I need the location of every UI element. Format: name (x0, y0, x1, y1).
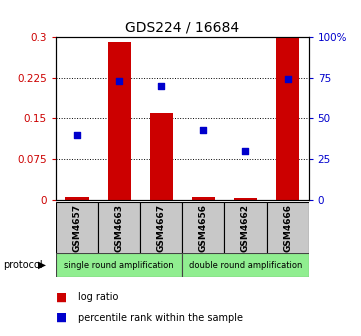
Text: GSM4667: GSM4667 (157, 204, 166, 252)
Text: ■: ■ (56, 311, 67, 324)
Point (243, 149, 248, 154)
Point (200, 127, 206, 132)
Bar (266, 202, 309, 254)
Text: ■: ■ (56, 291, 67, 304)
Text: GSM4656: GSM4656 (199, 204, 208, 252)
Text: percentile rank within the sample: percentile rank within the sample (78, 312, 243, 323)
Bar (225, 202, 266, 254)
Bar (234, 198, 257, 200)
Text: protocol: protocol (4, 260, 43, 270)
Text: GSM4663: GSM4663 (115, 204, 123, 252)
Bar (98, 202, 140, 254)
Point (158, 83, 164, 88)
Bar (56, 253, 182, 277)
Bar (65, 197, 88, 200)
Text: log ratio: log ratio (78, 292, 118, 302)
Bar (56, 202, 98, 254)
Bar (140, 202, 182, 254)
Point (74, 132, 80, 137)
Text: single round amplification: single round amplification (64, 261, 174, 269)
Bar (192, 197, 215, 200)
Text: GSM4657: GSM4657 (73, 204, 82, 252)
Text: GSM4662: GSM4662 (241, 204, 250, 252)
Bar (182, 202, 225, 254)
Text: double round amplification: double round amplification (189, 261, 302, 269)
Text: GSM4666: GSM4666 (283, 204, 292, 252)
Text: ▶: ▶ (38, 260, 46, 270)
Point (285, 77, 291, 82)
Point (116, 78, 122, 84)
Bar (150, 113, 173, 200)
Bar (276, 36, 299, 200)
Title: GDS224 / 16684: GDS224 / 16684 (125, 20, 239, 34)
Bar (108, 42, 131, 200)
Bar (182, 253, 309, 277)
